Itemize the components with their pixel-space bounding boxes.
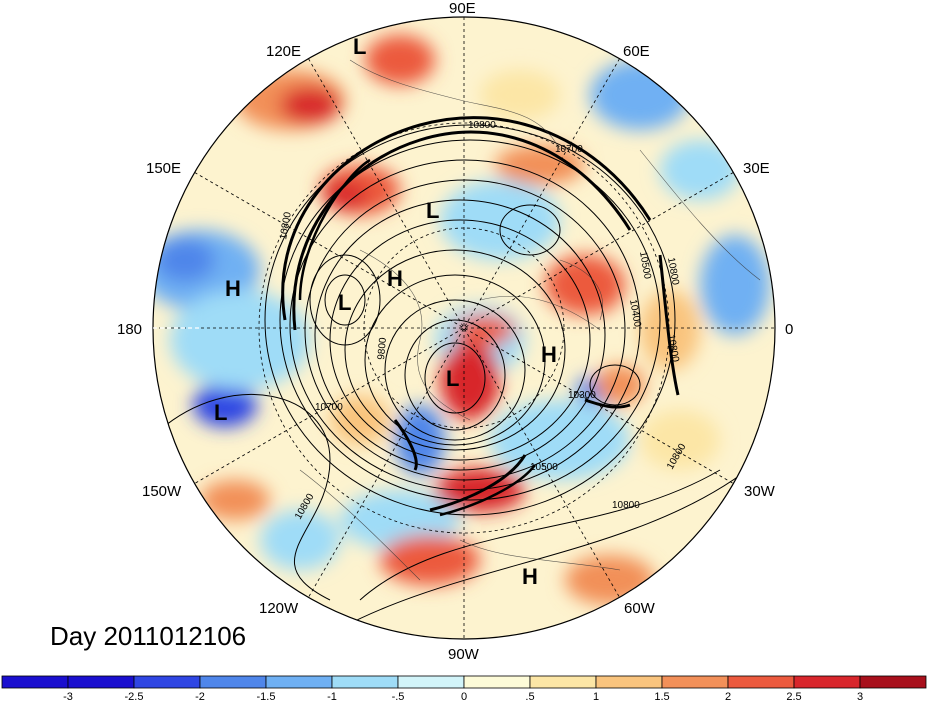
- colorbar-box: [67, 675, 135, 689]
- colorbar-box: [661, 675, 729, 689]
- longitude-label: 120W: [259, 600, 299, 617]
- longitude-label: 150E: [146, 160, 181, 177]
- longitude-label: 120E: [266, 43, 301, 60]
- colorbar-tick-label: 1.5: [654, 691, 669, 702]
- contour-label: 10500: [530, 462, 558, 473]
- colorbar-box: [397, 675, 465, 689]
- high-pressure-center: H: [387, 266, 403, 291]
- graticule: [153, 17, 775, 639]
- contour-label: 9800: [376, 337, 389, 361]
- contour-label: 10800: [665, 334, 681, 364]
- colorbar-tick-label: 3: [857, 691, 863, 702]
- contour-label: 10300: [568, 390, 596, 401]
- longitude-labels: 90E 120E 60E 150E 30E 180 0 150W 30W 120…: [117, 0, 793, 663]
- low-pressure-center: L: [426, 198, 439, 223]
- colorbar-tick-label: 1: [593, 691, 599, 702]
- contour-label: 10400: [627, 299, 643, 329]
- longitude-label: 180: [117, 321, 142, 338]
- longitude-label: 30W: [744, 483, 776, 500]
- colorbar-tick-label: .5: [525, 691, 534, 702]
- colorbar-tick-label: -2.5: [125, 691, 144, 702]
- low-pressure-center: L: [214, 400, 227, 425]
- contour-label: 10800: [278, 211, 294, 241]
- colorbar-box: [529, 675, 597, 689]
- colorbar-tick-label: -2: [195, 691, 205, 702]
- colorbar-tick-label: 2: [725, 691, 731, 702]
- high-pressure-center: H: [541, 342, 557, 367]
- contour-label: 10700: [315, 402, 343, 413]
- low-pressure-center: L: [446, 366, 459, 391]
- colorbar-tick-label: -.5: [392, 691, 405, 702]
- longitude-label: 150W: [142, 483, 182, 500]
- colorbar-box: [595, 675, 663, 689]
- colorbar-box: [265, 675, 333, 689]
- contour-label: 10700: [555, 144, 583, 155]
- colorbar-tick-label: -1.5: [257, 691, 276, 702]
- longitude-label: 60E: [623, 43, 650, 60]
- colorbar: -3 -2.5 -2 -1.5 -1 -.5 0 .5 1 1.5 2 2.5 3: [1, 675, 927, 702]
- high-pressure-center: H: [225, 276, 241, 301]
- colorbar-box: [331, 675, 399, 689]
- colorbar-box: [199, 675, 267, 689]
- colorbar-box: [859, 675, 927, 689]
- low-pressure-center: L: [338, 290, 351, 315]
- colorbar-tick-label: 0: [461, 691, 467, 702]
- contour-label: 10800: [468, 120, 496, 131]
- contour-labels: 10800 10700 10800 10500 10400 10800 1070…: [278, 120, 689, 522]
- longitude-label: 0: [785, 321, 793, 338]
- longitude-label: 90E: [449, 0, 476, 17]
- contour-label: 10500: [637, 251, 653, 281]
- longitude-label: 30E: [743, 160, 770, 177]
- colorbar-box: [727, 675, 795, 689]
- day-title: Day 2011012106: [50, 621, 246, 651]
- colorbar-box: [793, 675, 861, 689]
- temperature-anomaly-shading: [153, 17, 775, 639]
- pressure-centers: L L L L L H H H H: [214, 34, 557, 589]
- contour-label: 10800: [612, 500, 640, 511]
- colorbar-box: [133, 675, 201, 689]
- colorbar-box: [463, 675, 531, 689]
- colorbar-tick-label: -1: [327, 691, 337, 702]
- colorbar-box: [1, 675, 69, 689]
- geopotential-height-contours: [159, 116, 761, 639]
- contour-label: 10800: [665, 257, 681, 287]
- longitude-label: 60W: [624, 600, 656, 617]
- high-pressure-center: H: [522, 564, 538, 589]
- colorbar-tick-label: -3: [63, 691, 73, 702]
- longitude-label: 90W: [448, 646, 480, 663]
- low-pressure-center: L: [353, 34, 366, 59]
- coastlines: [299, 59, 761, 581]
- colorbar-tick-label: 2.5: [786, 691, 801, 702]
